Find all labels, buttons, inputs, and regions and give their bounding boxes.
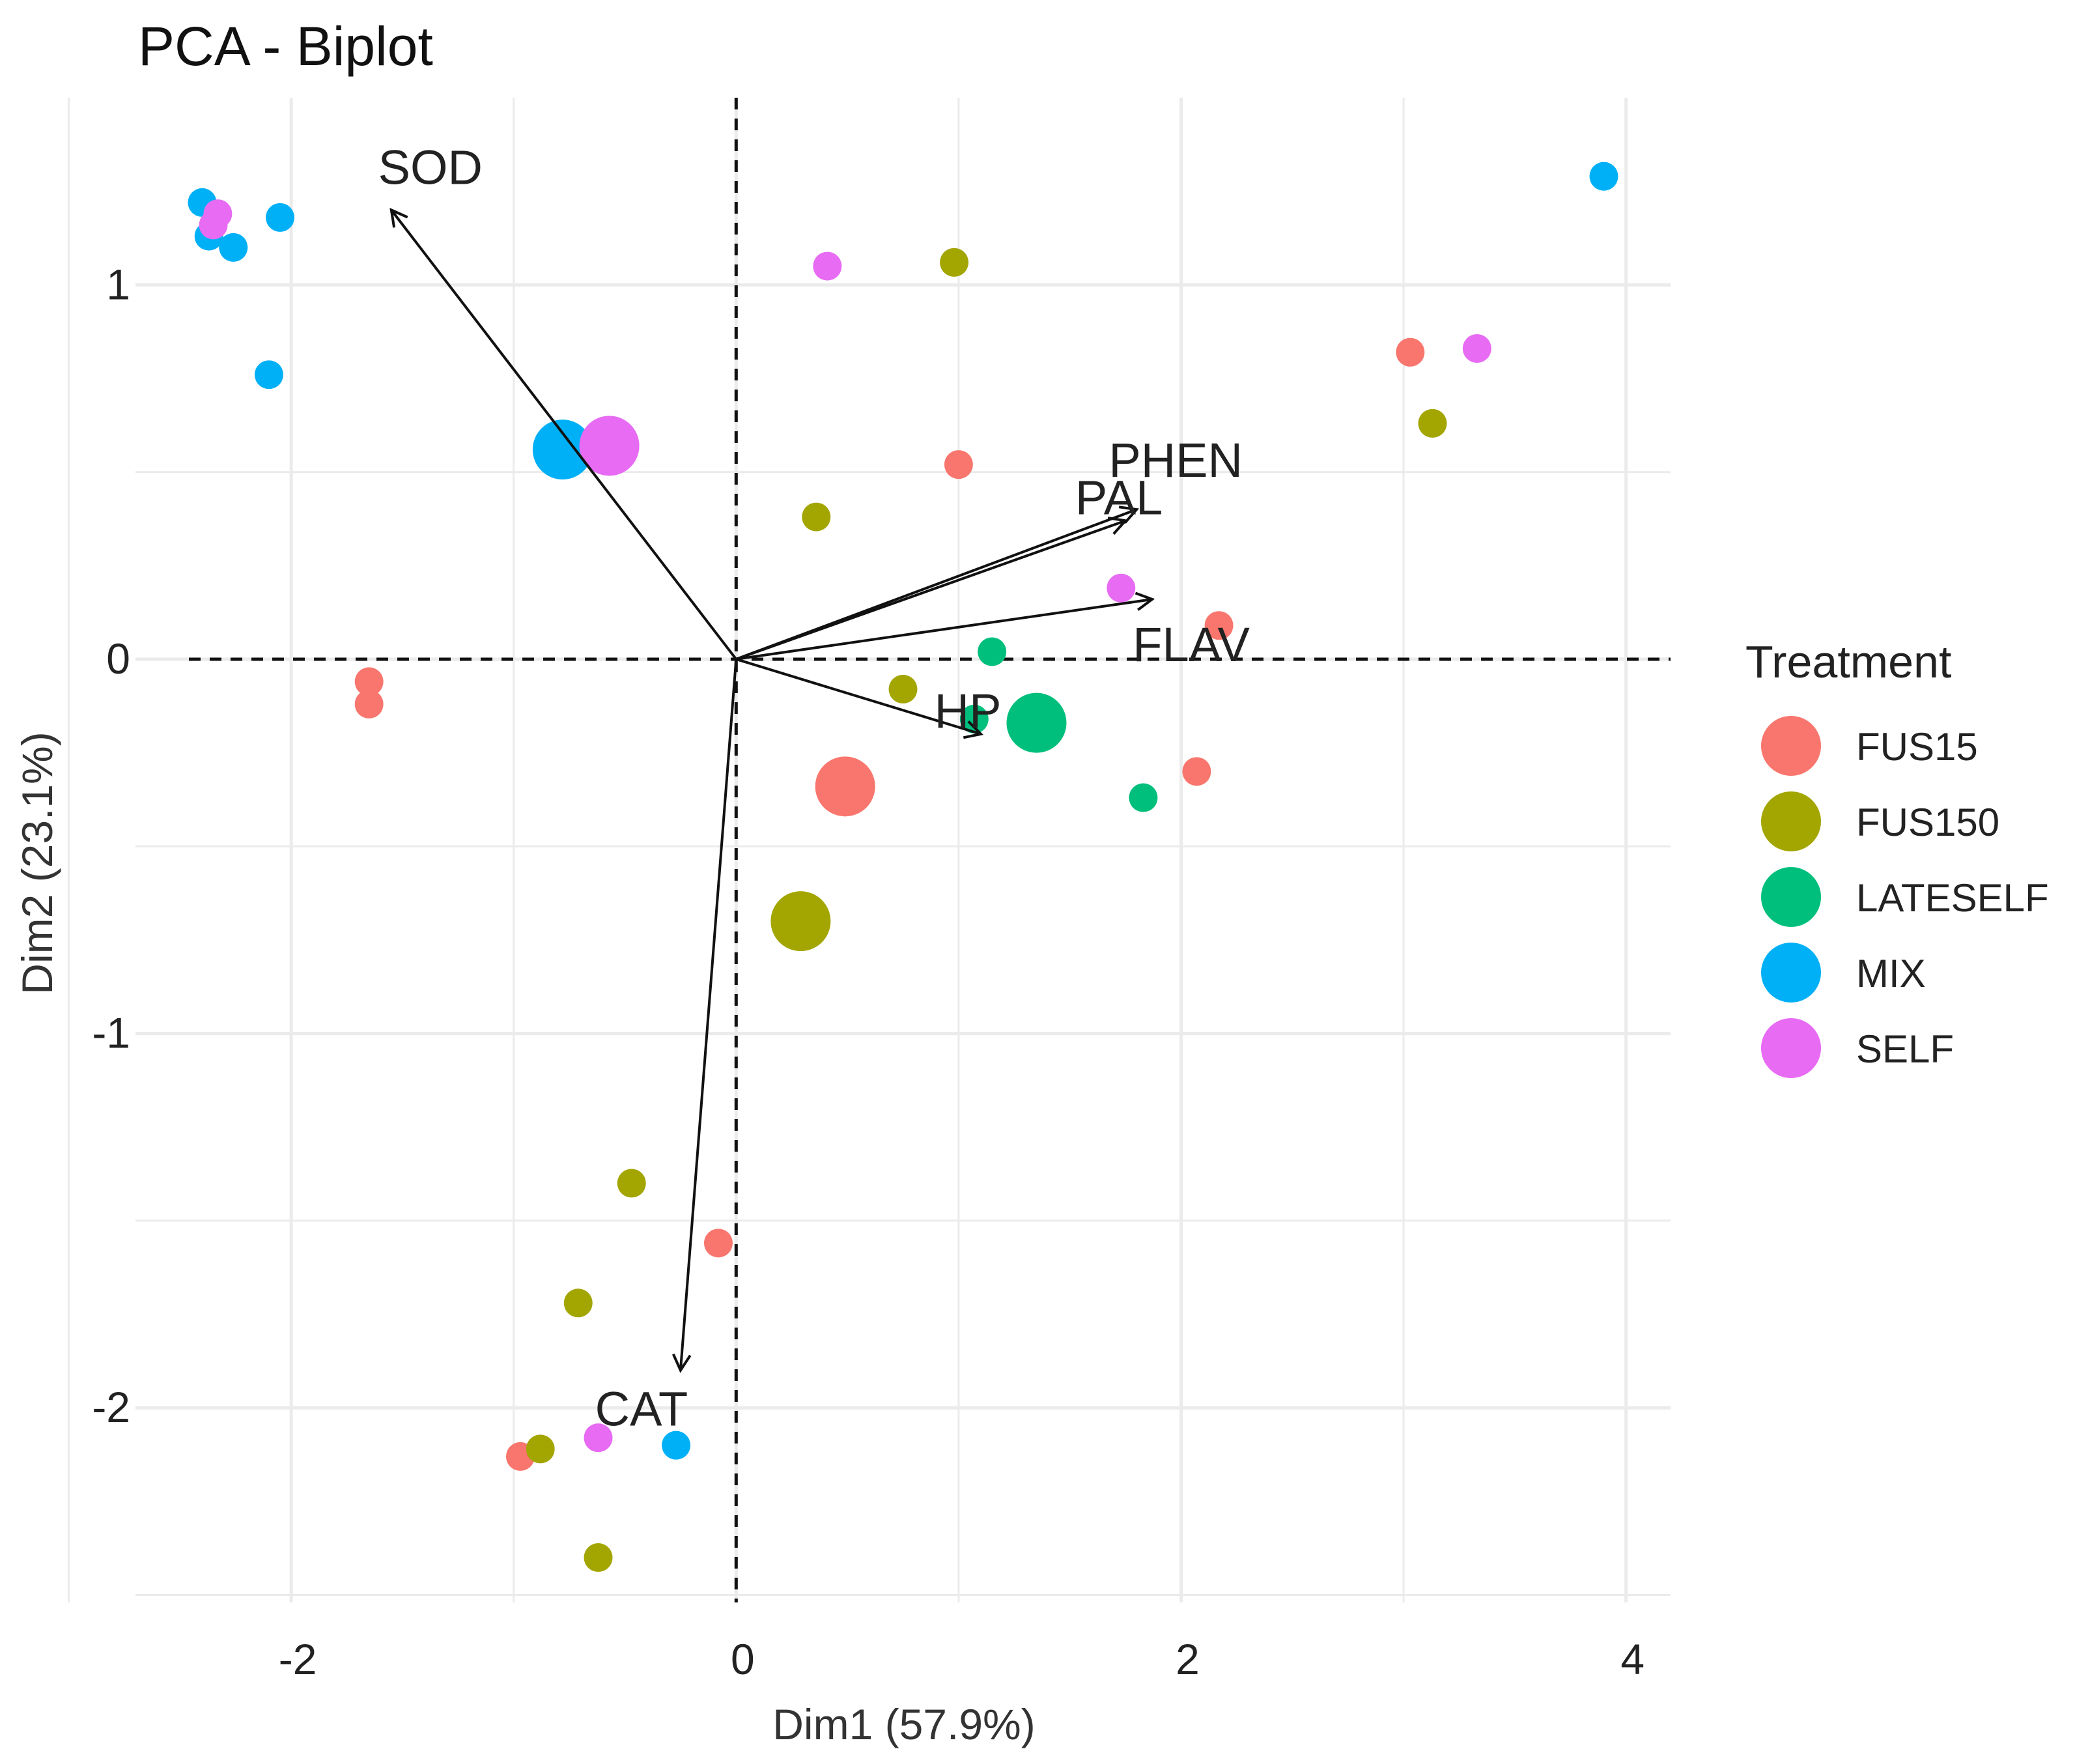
data-point-fus15 [703, 1229, 733, 1258]
centroid-point-lateself [1006, 692, 1067, 753]
data-point-mix [662, 1430, 691, 1460]
data-point-self [1107, 573, 1136, 603]
x-tick-label: 2 [1176, 1635, 1200, 1683]
data-point-fus15 [1396, 337, 1425, 367]
legend-key-self [1761, 1018, 1821, 1078]
legend-label-fus150: FUS150 [1856, 801, 1999, 844]
legend: Treatment FUS15 FUS150 LATESELF MIX SELF [1745, 636, 2049, 1078]
legend-label-fus15: FUS15 [1856, 725, 1978, 769]
loading-arrow-cat [681, 659, 738, 1371]
data-point-mix [1589, 162, 1618, 191]
data-point-fus150 [940, 248, 969, 277]
x-tick-label: 0 [731, 1635, 755, 1683]
data-point-self [199, 210, 228, 240]
data-point-lateself [978, 637, 1007, 666]
zero-reference-lines [189, 98, 1671, 1602]
data-point-fus150 [617, 1169, 646, 1198]
data-point-fus150 [584, 1543, 613, 1572]
data-point-mix [254, 360, 283, 390]
chart-title: PCA - Biplot [138, 16, 433, 77]
data-point-self [813, 251, 842, 281]
data-point-fus150 [1418, 408, 1447, 438]
loading-arrow-pal [735, 520, 1125, 661]
data-point-fus15 [354, 689, 384, 718]
data-point-fus15 [354, 667, 384, 696]
data-point-self [1462, 334, 1491, 363]
centroid-point-mix [532, 420, 593, 480]
legend-title: Treatment [1745, 636, 1951, 687]
data-point-self [584, 1423, 613, 1453]
grid-lines [68, 98, 1671, 1602]
data-point-fus15 [944, 450, 973, 479]
axis-ticks: -2 0 2 4 -2 -1 0 1 [92, 260, 1644, 1683]
data-point-fus150 [888, 674, 918, 704]
loading-label-sod: SOD [378, 140, 483, 194]
data-point-mix [266, 203, 295, 232]
individual-points [188, 162, 1618, 1572]
y-tick-label: -1 [92, 1009, 130, 1057]
loading-label-flav: FLAV [1133, 618, 1250, 672]
data-point-fus15 [1204, 611, 1234, 640]
loading-label-hp: HP [935, 684, 1002, 738]
y-axis-label: Dim2 (23.1%) [13, 732, 61, 994]
centroid-point-fus150 [770, 891, 831, 952]
data-point-fus150 [563, 1288, 593, 1318]
centroid-point-fus15 [815, 756, 875, 817]
loading-label-pal: PAL [1075, 470, 1163, 524]
legend-label-lateself: LATESELF [1856, 876, 2049, 920]
legend-key-fus150 [1761, 791, 1821, 851]
y-tick-label: -2 [92, 1383, 130, 1431]
centroid-point-self [579, 416, 640, 476]
group-centroids [532, 416, 1067, 952]
legend-key-lateself [1761, 867, 1821, 927]
data-point-fus15 [1182, 757, 1211, 786]
x-axis-label: Dim1 (57.9%) [772, 1700, 1035, 1748]
data-point-lateself [1129, 783, 1158, 812]
data-point-mix [219, 233, 248, 262]
loading-arrow-flav [736, 599, 1152, 661]
loading-label-phen: PHEN [1108, 433, 1243, 487]
legend-key-fus15 [1761, 716, 1821, 776]
data-point-fus150 [526, 1434, 555, 1464]
legend-label-self: SELF [1856, 1027, 1954, 1071]
x-tick-label: 4 [1620, 1635, 1644, 1683]
y-tick-label: 1 [106, 260, 130, 308]
data-point-fus150 [802, 502, 831, 532]
x-tick-label: -2 [279, 1635, 317, 1683]
y-tick-label: 0 [106, 634, 130, 683]
legend-key-mix [1761, 943, 1821, 1003]
loading-arrow-sod [391, 210, 737, 661]
loading-arrow-hp [735, 658, 981, 734]
loading-label-cat: CAT [595, 1382, 688, 1436]
legend-label-mix: MIX [1856, 952, 1926, 995]
